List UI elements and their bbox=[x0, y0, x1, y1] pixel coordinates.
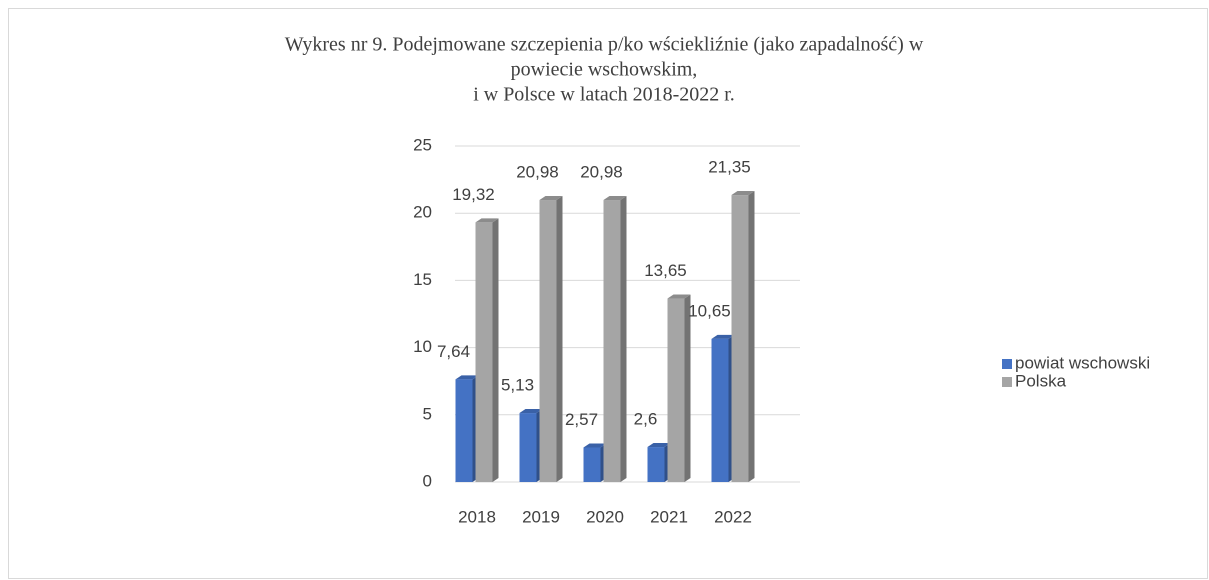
y-tick-label: 25 bbox=[413, 135, 432, 154]
y-tick-label: 5 bbox=[423, 404, 432, 423]
bar bbox=[475, 222, 493, 482]
bar-side bbox=[684, 294, 691, 482]
legend-label: powiat wschowski bbox=[1015, 353, 1150, 372]
bar-top bbox=[455, 375, 479, 380]
bar-side bbox=[556, 196, 563, 482]
value-label: 20,98 bbox=[516, 163, 559, 182]
value-label: 2,57 bbox=[565, 410, 598, 429]
bar-top bbox=[731, 191, 755, 196]
bar-top bbox=[539, 196, 563, 201]
bar-top bbox=[519, 409, 543, 414]
value-label: 13,65 bbox=[644, 261, 687, 280]
bar-top bbox=[475, 218, 499, 223]
bar bbox=[731, 195, 749, 482]
chart-title: Wykres nr 9. Podejmowane szczepienia p/k… bbox=[285, 34, 924, 56]
value-label: 5,13 bbox=[501, 376, 534, 395]
bar bbox=[455, 379, 473, 482]
bar-top bbox=[647, 443, 671, 448]
bar-top bbox=[583, 443, 607, 448]
bar-top bbox=[667, 294, 691, 299]
x-tick-label: 2022 bbox=[714, 507, 752, 526]
x-tick-label: 2019 bbox=[522, 507, 560, 526]
bar bbox=[519, 413, 537, 482]
bar bbox=[711, 338, 729, 482]
chart-title: i w Polsce w latach 2018-2022 r. bbox=[473, 84, 735, 106]
x-tick-label: 2018 bbox=[458, 507, 496, 526]
x-tick-label: 2021 bbox=[650, 507, 688, 526]
value-label: 7,64 bbox=[437, 342, 470, 361]
bar-side bbox=[748, 191, 755, 482]
value-label: 19,32 bbox=[452, 185, 495, 204]
bar-top bbox=[711, 334, 735, 339]
bar bbox=[539, 200, 557, 482]
bar-side bbox=[492, 218, 499, 482]
bar bbox=[603, 200, 621, 482]
x-tick-label: 2020 bbox=[586, 507, 624, 526]
bar bbox=[647, 447, 665, 482]
legend-label: Polska bbox=[1015, 371, 1067, 390]
y-tick-label: 10 bbox=[413, 337, 432, 356]
value-label: 10,65 bbox=[688, 301, 731, 320]
bar-top bbox=[603, 196, 627, 201]
bar bbox=[583, 447, 601, 482]
value-label: 21,35 bbox=[708, 158, 751, 177]
value-label: 20,98 bbox=[580, 163, 623, 182]
bar-side bbox=[620, 196, 627, 482]
legend-swatch bbox=[1002, 377, 1012, 387]
y-tick-label: 0 bbox=[423, 471, 432, 490]
value-label: 2,6 bbox=[634, 410, 658, 429]
y-tick-label: 20 bbox=[413, 203, 432, 222]
y-tick-label: 15 bbox=[413, 270, 432, 289]
chart-title: powiecie wschowskim, bbox=[511, 59, 698, 81]
legend-swatch bbox=[1002, 359, 1012, 369]
bar bbox=[667, 298, 685, 482]
